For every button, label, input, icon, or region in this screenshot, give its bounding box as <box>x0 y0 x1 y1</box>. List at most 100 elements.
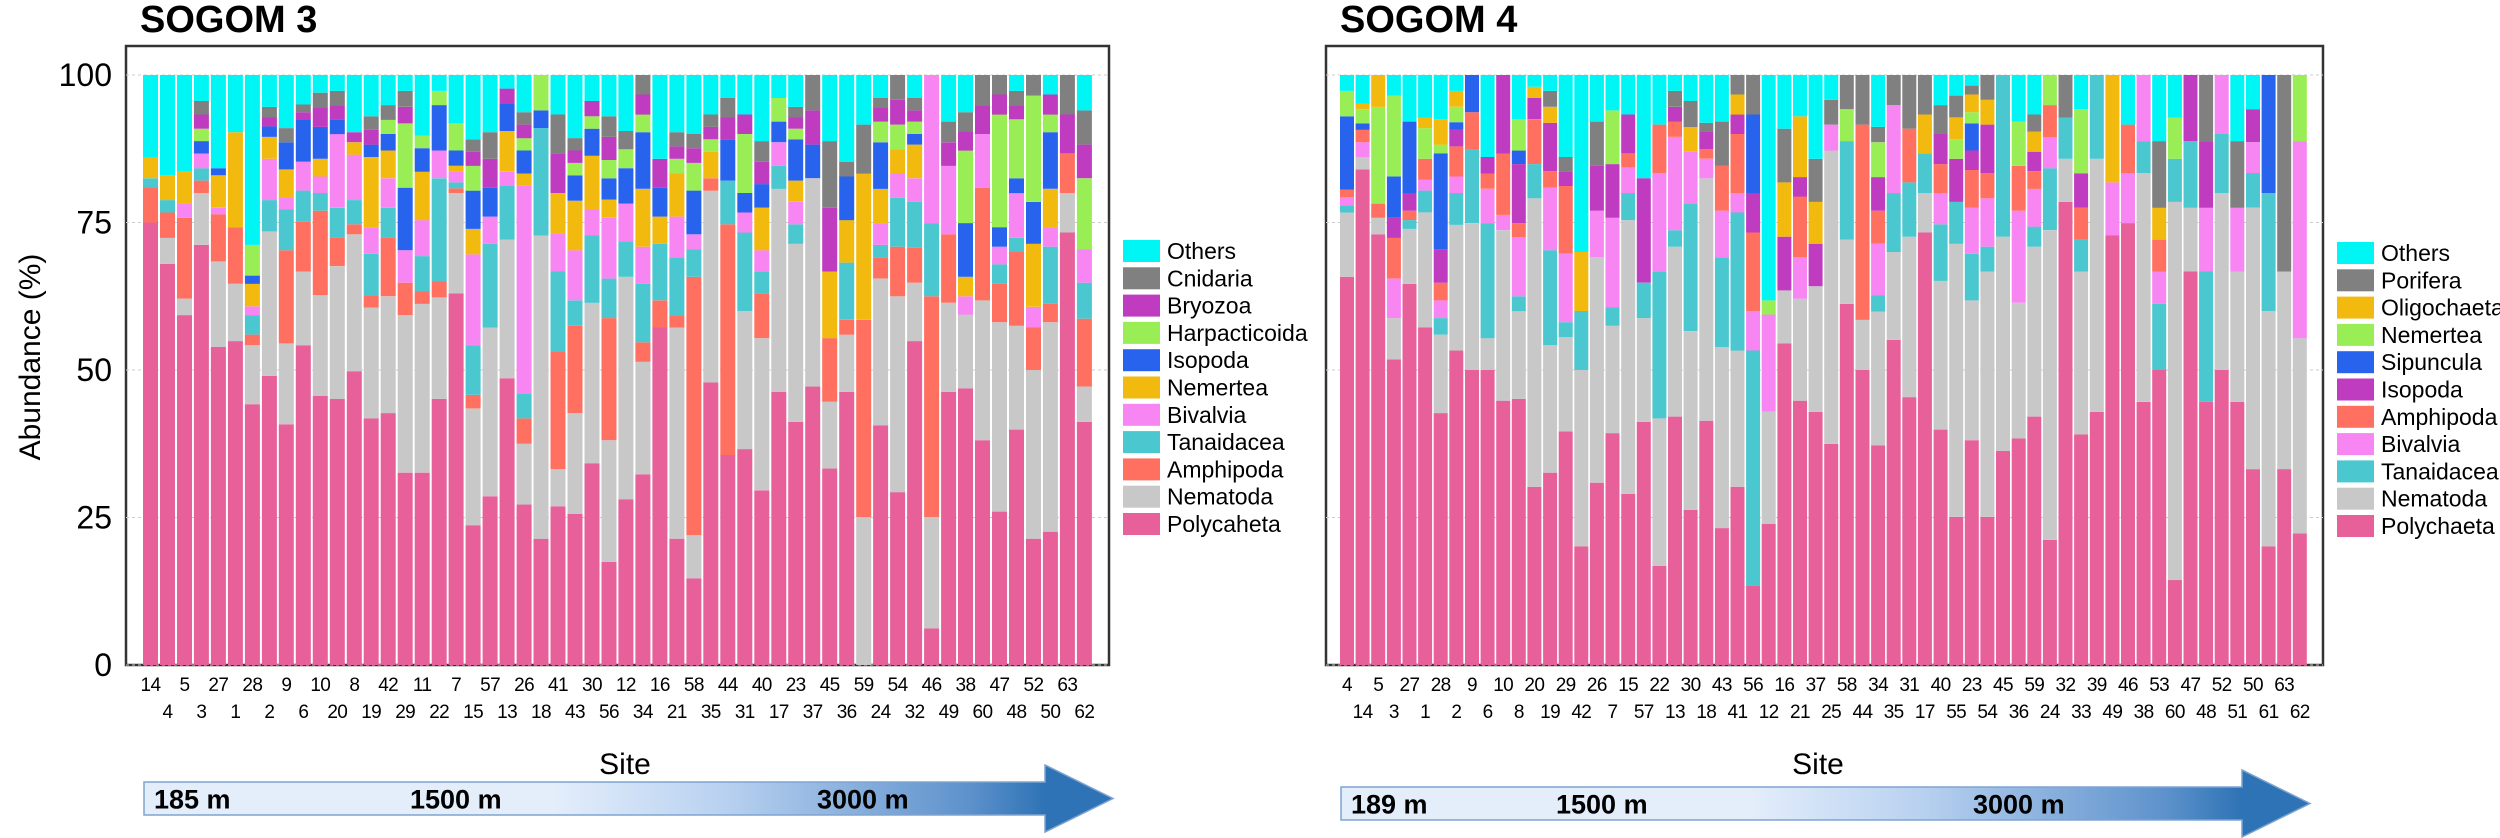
bar-segment-nemertea <box>1386 95 1401 177</box>
bar-segment-nematoda <box>618 276 634 500</box>
bar-segment-bivalvia <box>1933 193 1948 225</box>
bar-segment-tanaidacea <box>244 315 260 335</box>
x-tick-label: 58 <box>1837 675 1857 696</box>
bar-segment-isopoda <box>771 121 787 143</box>
bar-segment-bryozoa <box>1076 144 1092 179</box>
bar-segment-amphipoda <box>2011 165 2026 211</box>
bar-site-38 <box>958 75 973 665</box>
bar-segment-polycaheta <box>516 504 532 665</box>
bar-segment-tanaidacea <box>2058 117 2073 159</box>
bar-segment-isopoda <box>363 144 379 157</box>
bar-segment-cnidaria <box>1059 75 1075 115</box>
bar-segment-polychaeta <box>1511 398 1526 665</box>
bar-segment-nematoda <box>1465 223 1479 370</box>
bar-segment-nematoda <box>958 314 973 389</box>
bar-site-57 <box>1636 75 1651 665</box>
x-tick-label: 8 <box>1514 702 1524 723</box>
bar-site-18 <box>1699 75 1714 665</box>
bar-segment-porifera <box>1949 95 1964 118</box>
x-tick-label: 60 <box>973 702 993 723</box>
x-tick-label: 29 <box>1556 675 1576 696</box>
bar-segment-polychaeta <box>2246 469 2260 665</box>
bar-segment-polychaeta <box>1761 524 1776 665</box>
bar-segment-nemertea <box>2042 75 2057 106</box>
bar-segment-sipuncula <box>1355 123 1370 130</box>
x-tick-label: 23 <box>1962 675 1982 696</box>
legend-swatch <box>1123 376 1160 399</box>
bar-segment-amphipoda <box>1340 189 1354 198</box>
bar-segment-porifera <box>2199 75 2214 142</box>
bar-segment-tanaidacea <box>1402 220 1417 229</box>
bar-segment-amphipoda <box>652 300 668 328</box>
legend-swatch <box>2337 487 2374 510</box>
bar-segment-tanaidacea <box>414 256 430 292</box>
bar-segment-nemertea <box>856 173 872 320</box>
x-tick-label: 59 <box>854 675 874 696</box>
x-tick-label: 43 <box>1712 675 1732 696</box>
bar-segment-bivalvia <box>2152 271 2167 304</box>
bar-segment-isopoda <box>2027 151 2042 172</box>
depth-label: 3000 m <box>1973 790 2065 820</box>
bar-segment-polycaheta <box>346 371 362 665</box>
bar-segment-harpacticoida <box>788 128 804 140</box>
bar-segment-isopoda <box>1026 201 1041 244</box>
x-tick-label: 56 <box>599 702 619 723</box>
bar-segment-others <box>1714 75 1729 122</box>
bar-segment-nemertea <box>1511 119 1526 151</box>
bar-segment-cnidaria <box>958 112 973 132</box>
bar-segment-nemertea <box>160 175 175 201</box>
bar-segment-bivalvia <box>482 216 498 244</box>
bar-segment-tanaidacea <box>1996 75 2010 237</box>
bar-segment-polychaeta <box>2089 411 2104 665</box>
depth-label: 3000 m <box>817 785 909 815</box>
bar-segment-polychaeta <box>1527 486 1542 665</box>
bar-segment-oligochaeta <box>1777 182 1792 237</box>
bar-site-4 <box>160 75 175 665</box>
bar-segment-isopoda <box>1496 75 1511 154</box>
bar-site-15 <box>465 75 481 665</box>
legend-label: Nemertea <box>2381 322 2482 348</box>
bar-segment-polychaeta <box>1886 339 1901 665</box>
bar-segment-tanaidacea <box>618 241 634 277</box>
bar-segment-amphipoda <box>448 188 464 193</box>
x-tick-label: 36 <box>837 702 857 723</box>
bar-segment-amphipoda <box>193 180 209 193</box>
legend-item: Tanaidacea <box>1123 429 1285 455</box>
x-tick-label: 54 <box>888 675 909 696</box>
bar-site-34 <box>1871 75 1886 665</box>
bar-segment-bivalvia <box>618 203 634 242</box>
bar-segment-nematoda <box>822 401 838 469</box>
bar-segment-oligochaeta <box>1917 114 1932 154</box>
bar-segment-harpacticoida <box>380 119 396 134</box>
x-tick-label: 61 <box>2259 702 2279 723</box>
bar-segment-amphipoda <box>380 237 396 297</box>
bar-segment-bivalvia <box>177 203 192 218</box>
bar-segment-oligochaeta <box>1527 86 1542 98</box>
bar-segment-cnidaria <box>482 132 498 159</box>
bar-segment-amphipoda <box>1871 210 1886 244</box>
bar-segment-others <box>839 75 855 162</box>
bar-site-63 <box>2277 75 2292 665</box>
bar-segment-harpacticoida <box>601 160 617 179</box>
bar-segment-isopoda <box>2183 75 2198 142</box>
bar-segment-polychaeta <box>2027 416 2042 665</box>
bar-segment-cnidaria <box>363 116 379 130</box>
bar-segment-bivalvia <box>1824 124 1839 151</box>
bar-site-32 <box>2058 75 2073 665</box>
bar-segment-nemertea <box>1418 128 1433 159</box>
bar-site-21 <box>1793 75 1807 665</box>
bar-site-16 <box>1777 75 1792 665</box>
bar-segment-isopoda <box>1480 157 1495 174</box>
bar-segment-tanaidacea <box>2027 226 2042 247</box>
bar-segment-polycaheta <box>822 468 838 665</box>
x-tick-label: 31 <box>735 702 755 723</box>
bar-segment-sipuncula <box>1465 75 1479 113</box>
bar-segment-others <box>1761 75 1776 301</box>
bar-site-2 <box>261 75 277 665</box>
bar-segment-tanaidacea <box>1042 246 1058 304</box>
bar-segment-others <box>1777 75 1792 129</box>
legend-swatch <box>2337 351 2374 374</box>
bar-site-58 <box>686 75 702 665</box>
bar-segment-others <box>550 75 566 115</box>
legend-label: Bivalvia <box>1167 402 1246 428</box>
